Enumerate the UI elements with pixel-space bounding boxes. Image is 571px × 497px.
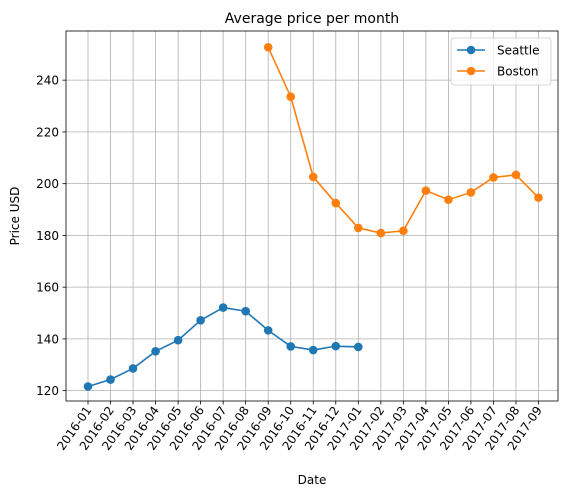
data-point-boston bbox=[421, 186, 431, 195]
x-axis-label: Date bbox=[298, 473, 327, 487]
data-point-boston bbox=[466, 188, 476, 197]
data-point-boston bbox=[286, 92, 296, 102]
legend-marker-seattle bbox=[466, 45, 476, 55]
data-point-boston bbox=[308, 172, 318, 182]
data-point-seattle bbox=[128, 364, 138, 373]
data-point-boston bbox=[489, 173, 498, 182]
legend-marker-boston bbox=[466, 66, 476, 76]
data-point-seattle bbox=[196, 315, 205, 325]
legend-label-boston: Boston bbox=[497, 65, 538, 79]
data-point-seattle bbox=[83, 382, 93, 391]
data-point-seattle bbox=[106, 375, 115, 384]
chart-title: Average price per month bbox=[225, 11, 399, 27]
y-tick-label: 180 bbox=[36, 229, 59, 243]
data-point-boston bbox=[376, 228, 386, 238]
series-layer bbox=[83, 43, 543, 391]
y-tick-label: 140 bbox=[36, 332, 59, 346]
legend-label-seattle: Seattle bbox=[497, 44, 539, 58]
data-point-seattle bbox=[286, 342, 296, 351]
y-tick-label: 220 bbox=[36, 125, 59, 139]
legend: Seattle Boston bbox=[450, 37, 552, 86]
data-point-boston bbox=[331, 198, 341, 208]
data-point-seattle bbox=[218, 303, 228, 312]
data-point-boston bbox=[444, 195, 453, 204]
y-tick-label: 200 bbox=[36, 177, 59, 191]
y-tick-label: 120 bbox=[36, 384, 59, 398]
data-point-seattle bbox=[263, 326, 273, 335]
data-point-boston bbox=[511, 170, 521, 180]
grid bbox=[66, 31, 558, 401]
data-point-seattle bbox=[151, 347, 160, 356]
data-point-boston bbox=[534, 193, 543, 202]
y-tick-label: 240 bbox=[36, 74, 59, 88]
data-point-seattle bbox=[241, 306, 250, 316]
y-tick-label: 160 bbox=[36, 281, 59, 295]
data-point-boston bbox=[399, 226, 408, 236]
data-point-seattle bbox=[308, 345, 318, 355]
data-point-boston bbox=[263, 43, 273, 52]
y-axis-label: Price USD bbox=[8, 187, 22, 246]
data-point-seattle bbox=[173, 335, 183, 345]
data-point-seattle bbox=[354, 342, 363, 352]
data-point-seattle bbox=[331, 341, 341, 351]
plot-frame bbox=[65, 30, 559, 402]
data-point-boston bbox=[354, 223, 363, 233]
